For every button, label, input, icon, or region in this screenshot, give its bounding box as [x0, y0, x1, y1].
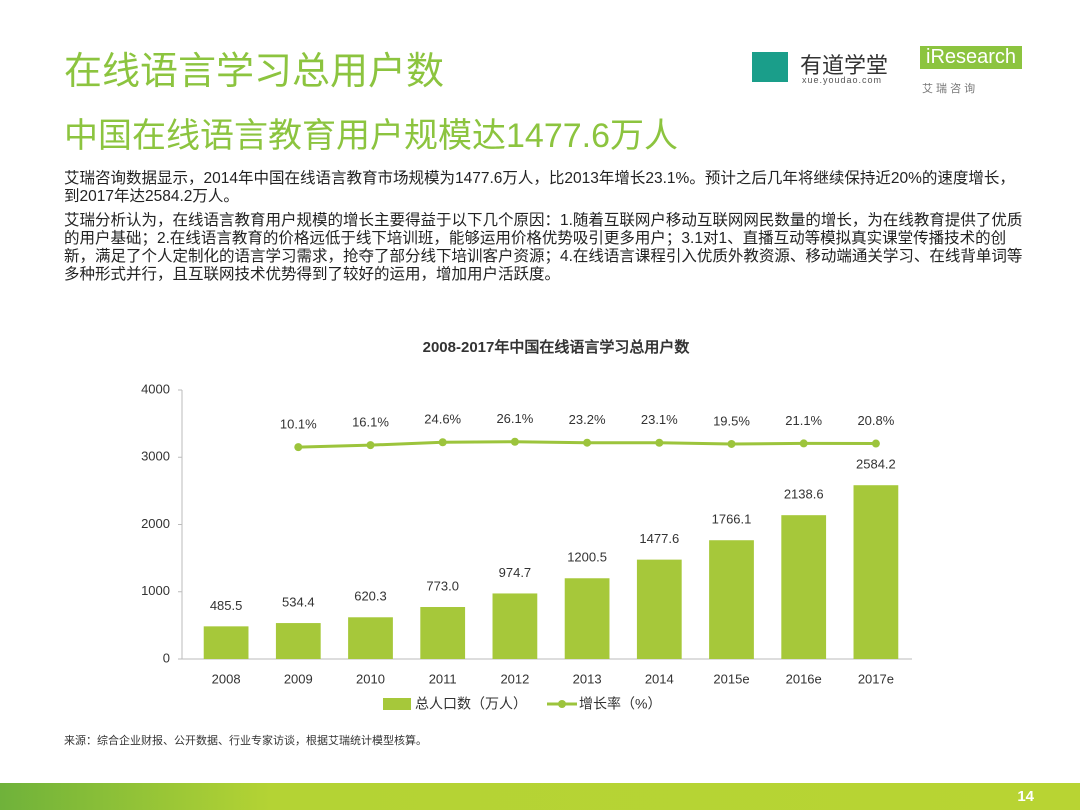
bar-label: 534.4: [282, 594, 315, 609]
line-label: 24.6%: [424, 412, 461, 427]
line-marker: [294, 443, 303, 452]
logo-url: xue.youdao.com: [802, 75, 883, 85]
logo-text: 有道学堂: [800, 53, 889, 78]
logo-research-cn: 艾 瑞 咨 询: [922, 83, 976, 95]
line-marker: [799, 439, 808, 448]
bar-label: 1477.6: [639, 531, 679, 546]
source-note: 来源：综合企业财报、公开数据、行业专家访谈，根据艾瑞统计模型核算。: [64, 735, 427, 747]
x-tick-label: 2017e: [858, 671, 894, 686]
x-tick-label: 2009: [284, 671, 313, 686]
slide-subtitle: 中国在线语言教育用户规模达1477.6万人: [64, 117, 678, 155]
x-tick-label: 2014: [645, 671, 674, 686]
line-label: 16.1%: [352, 415, 389, 430]
line-label: 23.2%: [569, 412, 606, 427]
legend-swatch: [558, 700, 566, 708]
y-tick-label: 0: [163, 650, 170, 665]
y-tick-label: 2000: [141, 516, 170, 531]
y-tick-label: 1000: [141, 583, 170, 598]
line-marker: [510, 437, 519, 446]
x-tick-label: 2013: [573, 671, 602, 686]
line-marker: [871, 439, 880, 448]
line-label: 21.1%: [785, 413, 822, 428]
line-label: 26.1%: [496, 411, 533, 426]
bar-label: 485.5: [210, 598, 243, 613]
chart-title: 2008-2017年中国在线语言学习总用户数: [423, 338, 691, 356]
bar: [275, 623, 321, 659]
bar: [492, 593, 538, 659]
bar-label: 1200.5: [567, 550, 607, 565]
footer-bar: [0, 783, 1080, 810]
bar: [348, 617, 393, 659]
line-label: 23.1%: [641, 412, 678, 427]
paragraph: 艾瑞咨询数据显示，2014年中国在线语言教育市场规模为1477.6万人，比201…: [64, 170, 1015, 205]
line-label: 20.8%: [857, 413, 894, 428]
x-tick-label: 2012: [500, 671, 529, 686]
chart: 2008-2017年中国在线语言学习总用户数 0 1000 2000 3000 4000…: [141, 338, 912, 712]
bar-label: 2138.6: [784, 487, 824, 502]
bar: [203, 626, 249, 659]
bar: [420, 607, 466, 659]
bar-label: 773.0: [426, 578, 459, 593]
bar-label: 620.3: [354, 589, 387, 604]
logo-research: iResearch: [920, 46, 1023, 69]
line-label: 10.1%: [280, 417, 317, 432]
bar: [636, 559, 682, 659]
slide-title: 在线语言学习总用户数: [64, 51, 445, 93]
bar: [709, 540, 754, 659]
logo-icon: [752, 52, 788, 82]
line-marker: [366, 441, 375, 450]
line-marker: [655, 438, 664, 447]
x-tick-label: 2008: [212, 671, 241, 686]
y-tick-label: 4000: [141, 381, 170, 396]
bar: [853, 485, 899, 659]
page-number: 14: [1017, 788, 1034, 805]
legend-label: 增长率（%）: [579, 696, 661, 712]
bar: [781, 515, 827, 659]
y-tick-label: 3000: [141, 449, 170, 464]
bar: [564, 578, 610, 659]
x-tick-label: 2011: [429, 671, 457, 686]
legend-label: 总人口数（万人）: [415, 696, 527, 712]
line-label: 19.5%: [713, 413, 750, 428]
x-tick-label: 2010: [356, 671, 385, 686]
bar-label: 2584.2: [856, 457, 896, 472]
x-tick-label: 2016e: [786, 671, 822, 686]
bar-label: 1766.1: [712, 512, 752, 527]
paragraph: 艾瑞分析认为，在线语言教育用户规模的增长主要得益于以下几个原因：1.随着互联网户…: [64, 212, 1023, 283]
bar-label: 974.7: [499, 565, 532, 580]
x-tick-label: 2015e: [713, 671, 749, 686]
line-marker: [583, 438, 592, 447]
legend-swatch: [383, 698, 411, 710]
line-marker: [438, 438, 447, 447]
line-marker: [727, 439, 736, 448]
